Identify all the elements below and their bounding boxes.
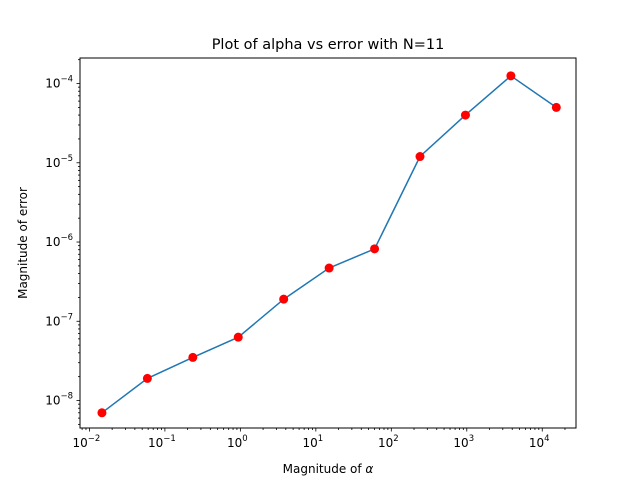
data-point: [188, 352, 198, 362]
y-tick-label: 10−5: [45, 154, 73, 170]
data-point: [460, 110, 470, 120]
x-tick-label: 10−1: [148, 434, 176, 450]
x-tick-label: 102: [378, 434, 399, 450]
data-point: [551, 102, 561, 112]
x-axis-label-text: Magnitude of: [283, 462, 366, 476]
x-axis-label: Magnitude of α: [283, 462, 374, 476]
x-tick-label: 100: [227, 434, 248, 450]
data-point: [142, 373, 152, 383]
data-point: [97, 408, 107, 418]
x-tick-label: 104: [529, 434, 550, 450]
y-tick-label: 10−4: [45, 75, 73, 91]
data-point: [370, 244, 380, 254]
series-markers-group: [97, 71, 561, 418]
data-point: [415, 152, 425, 162]
data-point: [506, 71, 516, 81]
y-tick-label: 10−6: [45, 233, 73, 249]
y-axis-label: Magnitude of error: [16, 187, 30, 299]
chart-title: Plot of alpha vs error with N=11: [212, 37, 445, 53]
data-point: [279, 294, 289, 304]
x-tick-label: 103: [453, 434, 474, 450]
plot-frame: [79, 57, 577, 429]
data-point: [233, 332, 243, 342]
x-tick-label: 10−2: [73, 434, 101, 450]
y-tick-label: 10−8: [45, 392, 73, 408]
axis-ticks: 10−2 10−1 100 101 102 103 104 10−8 10−7 10−6 10−5 1…: [45, 59, 566, 450]
x-tick-label: 101: [302, 434, 323, 450]
y-tick-label: 10−7: [45, 312, 73, 328]
data-point: [324, 263, 334, 273]
x-axis-label-symbol: α: [365, 462, 373, 476]
